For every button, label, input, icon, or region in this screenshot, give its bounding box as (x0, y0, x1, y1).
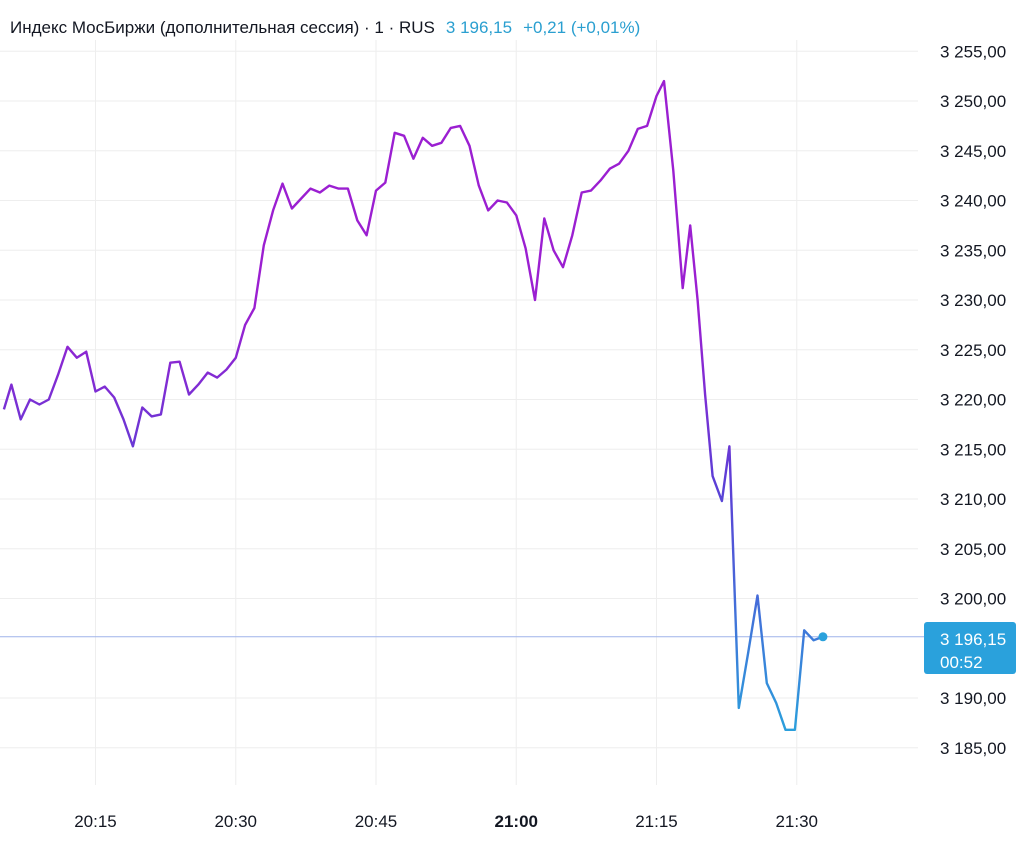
x-tick-label: 21:30 (775, 812, 818, 831)
y-tick-label: 3 225,00 (940, 341, 1006, 360)
y-axis: 3 255,00 3 250,00 3 245,00 3 240,00 3 235,00… (940, 42, 1006, 758)
grid (0, 40, 918, 785)
y-tick-label: 3 235,00 (940, 241, 1006, 260)
y-tick-label: 3 220,00 (940, 391, 1006, 410)
y-tick-label: 3 245,00 (940, 142, 1006, 161)
y-tick-label: 3 215,00 (940, 440, 1006, 459)
price-label-value: 3 196,15 (940, 630, 1006, 649)
x-axis: 20:15 20:30 20:45 21:00 21:15 21:30 (74, 812, 818, 831)
y-tick-label: 3 230,00 (940, 291, 1006, 310)
y-tick-label: 3 210,00 (940, 490, 1006, 509)
price-label-countdown: 00:52 (940, 653, 983, 672)
y-tick-label: 3 185,00 (940, 739, 1006, 758)
last-price-dot (818, 632, 828, 642)
chart-header: Индекс МосБиржи (дополнительная сессия) … (10, 18, 640, 38)
y-tick-label: 3 250,00 (940, 92, 1006, 111)
y-tick-label: 3 205,00 (940, 540, 1006, 559)
header-change: +0,21 (+0,01%) (523, 18, 641, 37)
price-label-box (924, 622, 1016, 674)
x-tick-label: 20:15 (74, 812, 117, 831)
x-tick-label: 21:00 (495, 812, 538, 831)
y-tick-label: 3 190,00 (940, 689, 1006, 708)
header-last-price: 3 196,15 (445, 18, 513, 37)
chart-title: Индекс МосБиржи (дополнительная сессия) … (10, 18, 435, 37)
current-price-label: 3 196,15 00:52 (924, 622, 1016, 674)
x-tick-label: 21:15 (635, 812, 678, 831)
y-tick-label: 3 200,00 (940, 590, 1006, 609)
series-line[interactable] (2, 79, 824, 731)
y-tick-label: 3 240,00 (940, 192, 1006, 211)
x-tick-label: 20:30 (214, 812, 257, 831)
y-tick-label: 3 255,00 (940, 42, 1006, 61)
x-tick-label: 20:45 (355, 812, 398, 831)
